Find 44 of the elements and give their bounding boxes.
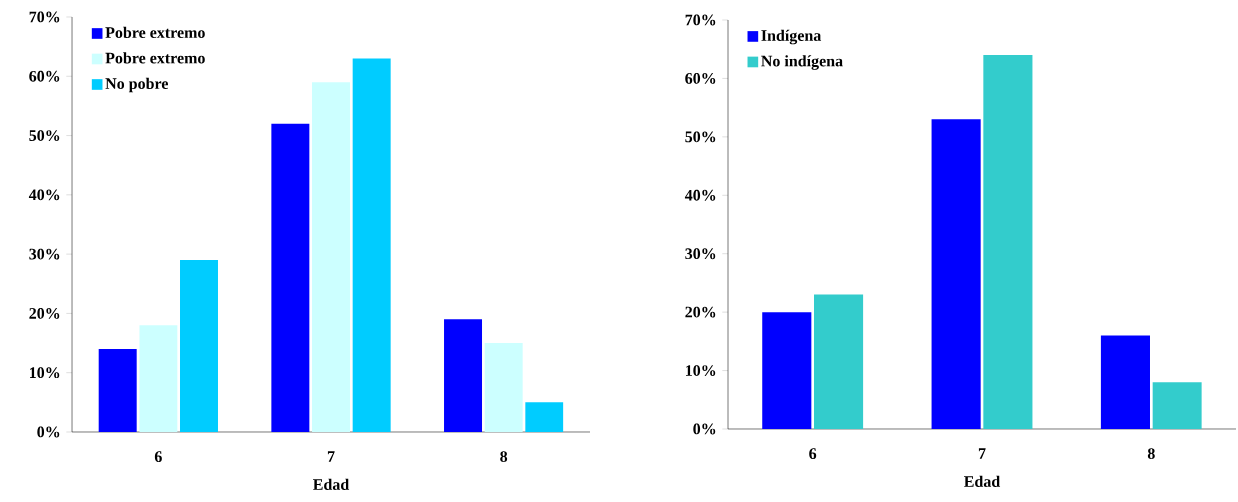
y-tick-label: 0% <box>37 426 60 438</box>
y-tick-label: 20% <box>685 306 716 318</box>
bar <box>1152 382 1202 429</box>
y-tick-label: 40% <box>28 189 60 201</box>
y-tick-label: 10% <box>30 367 60 379</box>
y-tick-label: 10% <box>685 365 716 376</box>
y-tick-label: 50% <box>685 131 716 143</box>
legend-label: Pobre extremo <box>105 52 205 64</box>
bar <box>312 82 350 432</box>
x-tick-label: 7 <box>327 451 335 462</box>
bar <box>139 325 178 432</box>
legend-label: No indígena <box>761 55 843 70</box>
bar <box>180 260 218 432</box>
bar <box>1100 335 1150 429</box>
bar <box>983 55 1033 429</box>
x-axis-title: Edad <box>313 478 350 490</box>
x-axis-title: Edad <box>964 475 1001 487</box>
y-tick-label: 30% <box>29 248 60 260</box>
y-tick-label: 70% <box>685 14 716 26</box>
bar <box>525 402 564 432</box>
bar <box>484 343 523 432</box>
bar <box>271 123 310 432</box>
bar <box>444 319 483 432</box>
x-tick-label: 8 <box>1147 448 1155 460</box>
y-tick-label: 20% <box>29 307 60 319</box>
bar <box>352 58 391 432</box>
x-tick-label: 6 <box>154 451 162 463</box>
y-tick-label: 40% <box>684 189 716 201</box>
x-tick-label: 6 <box>809 448 817 460</box>
y-tick-label: 60% <box>29 70 60 82</box>
x-tick-label: 8 <box>500 451 508 463</box>
legend-label: No pobre <box>105 77 168 93</box>
y-tick-label: 60% <box>685 73 716 84</box>
bar <box>762 312 812 429</box>
bar <box>98 348 137 432</box>
y-tick-label: 30% <box>685 248 716 260</box>
legend-label: Indígena <box>761 29 822 45</box>
bar <box>814 294 864 429</box>
y-tick-label: 0% <box>693 423 716 435</box>
x-tick-label: 7 <box>978 448 986 459</box>
bar <box>931 119 981 429</box>
y-tick-label: 50% <box>29 130 60 141</box>
legend-label: Pobre extremo <box>105 26 205 38</box>
y-tick-label: 70% <box>29 11 60 23</box>
